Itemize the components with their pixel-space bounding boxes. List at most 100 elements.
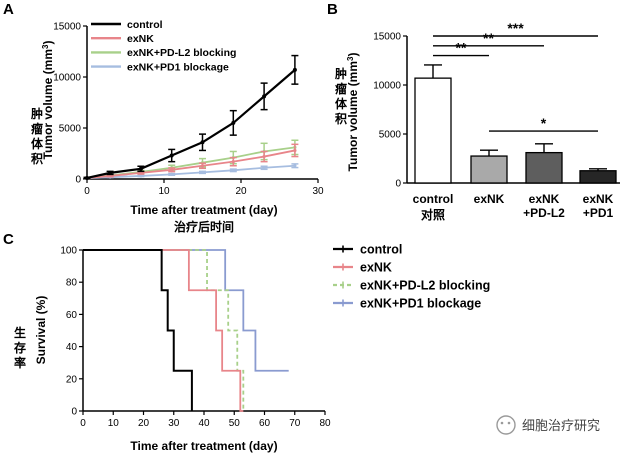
- panel-b-ylabel-main: Tumor volume (mm: [346, 61, 360, 171]
- panel-a: A 肿 瘤 体 积 Tumor volume (mm3) 0 5000 10000 1…: [3, 1, 324, 234]
- panel-c-xtick-label: 80: [319, 418, 331, 429]
- series-control: [83, 54, 299, 180]
- data-point: [200, 140, 205, 145]
- panel-c-x-ticks: 0 10 20 30 40 50 60 70 80: [80, 411, 331, 429]
- wechat-icon-eye-left: [500, 421, 504, 425]
- series-line: [86, 164, 295, 180]
- panel-c-xtick-label: 30: [168, 418, 180, 429]
- panel-c: C 生 存 率 Survival (%) 0 20 40 60 80 100 0 10 20 3…: [3, 231, 490, 453]
- panel-b-bars: [414, 64, 617, 184]
- panel-c-series: [83, 249, 289, 412]
- significance-stars: **: [483, 30, 494, 46]
- panel-a-ylabel-cn-1: 肿: [31, 106, 43, 121]
- panel-a-xlabel-cn: 治疗后时间: [174, 219, 234, 234]
- data-point: [139, 174, 143, 178]
- data-point: [85, 175, 89, 180]
- watermark: 细胞治疗研究: [496, 415, 600, 435]
- panel-a-ylabel-sup: 3: [41, 44, 50, 49]
- panel-c-ytick-label: 40: [66, 342, 78, 353]
- panel-b-label: B: [327, 1, 338, 18]
- panel-c-ylabel-cn-3: 率: [14, 355, 26, 370]
- panel-a-xlabel: Time after treatment (day): [130, 203, 277, 217]
- category-label: control: [413, 192, 454, 206]
- panel-a-ytick-label: 0: [75, 175, 81, 186]
- survival-curve-exnk-pd1-blockage: [83, 249, 289, 372]
- category-label: +PD-L2: [523, 206, 565, 220]
- panel-c-xtick-label: 20: [138, 418, 150, 429]
- panel-a-ylabel: Tumor volume (mm3): [41, 41, 55, 160]
- bar-exnk-pd-l2: [525, 151, 563, 184]
- data-point: [292, 67, 297, 72]
- panel-a-y-ticks: 0 5000 10000 15000: [53, 22, 87, 186]
- significance-stars: *: [541, 115, 547, 131]
- panel-b-ylabel-cn-3: 体: [335, 96, 348, 111]
- panel-c-ylabel-cn-1: 生: [14, 325, 26, 340]
- panel-b-ylabel-cn-4: 积: [335, 111, 347, 126]
- panel-a-xtick-label: 20: [235, 186, 247, 197]
- data-point: [138, 166, 143, 171]
- panel-a-label: A: [3, 1, 14, 18]
- panel-c-xtick-label: 60: [259, 418, 271, 429]
- panel-a-series: [83, 54, 299, 180]
- data-point: [231, 160, 235, 164]
- wechat-icon-eye-right: [507, 421, 511, 425]
- bar-control: [414, 77, 452, 184]
- wechat-icon: [496, 415, 516, 435]
- panel-a-ylabel-cn-4: 积: [31, 151, 43, 166]
- panel-a-ylabel-end: ): [41, 41, 55, 45]
- panel-c-ytick-label: 0: [71, 407, 77, 418]
- panel-b-ylabel-end: ): [346, 53, 360, 57]
- panel-c-xtick-label: 50: [229, 418, 241, 429]
- panel-c-ylabel: Survival (%): [34, 296, 48, 365]
- panel-c-legend: control exNK exNK+PD-L2 blocking exNK+PD1 b…: [333, 243, 490, 311]
- series-line: [86, 69, 296, 180]
- data-point: [200, 170, 205, 174]
- panel-a-xtick-label: 0: [84, 186, 90, 197]
- legend-label: exNK+PD1 blockage: [360, 297, 481, 311]
- data-point: [293, 148, 297, 153]
- panel-a-x-ticks: 0 10 20 30: [84, 179, 324, 197]
- data-point: [170, 172, 174, 177]
- data-point: [170, 168, 174, 172]
- panel-c-xtick-label: 70: [289, 418, 301, 429]
- data-point: [231, 168, 235, 172]
- panel-b-ylabel-sup: 3: [346, 56, 355, 61]
- legend-label: control: [360, 243, 402, 257]
- panel-b-y-ticks: 0 5000 10000 15000: [373, 32, 407, 190]
- data-point: [262, 154, 266, 159]
- data-point: [169, 153, 174, 158]
- panel-c-xtick-label: 0: [80, 418, 86, 429]
- panel-a-ytick-label: 10000: [53, 73, 81, 84]
- panel-c-xtick-label: 10: [108, 418, 120, 429]
- data-point: [231, 120, 236, 125]
- survival-curve-control: [83, 249, 193, 411]
- survival-curve-exnk-pd-l2-blocking: [83, 249, 245, 411]
- panel-c-ytick-label: 20: [66, 374, 78, 385]
- panel-b-significance: ********: [433, 20, 598, 132]
- watermark-text: 细胞治疗研究: [522, 419, 600, 434]
- panel-a-ylabel-cn-2: 瘤: [31, 121, 43, 136]
- panel-b-ytick-label: 5000: [379, 130, 402, 141]
- category-label: exNK: [474, 192, 505, 206]
- data-point: [200, 164, 205, 168]
- panel-c-ytick-label: 60: [66, 310, 78, 321]
- panel-a-ylabel-cn-3: 体: [31, 136, 44, 151]
- panel-b-ylabel-cn-2: 瘤: [335, 81, 347, 96]
- significance-stars: ***: [507, 20, 524, 36]
- legend-label: exNK: [127, 33, 154, 45]
- significance-stars: **: [456, 40, 467, 56]
- category-label: +PD1: [583, 206, 614, 220]
- data-point: [293, 164, 297, 168]
- panel-b-ytick-label: 10000: [373, 81, 401, 92]
- panel-c-xlabel: Time after treatment (day): [130, 439, 277, 453]
- category-label-cn: 对照: [421, 207, 445, 222]
- panel-a-ylabel-main: Tumor volume (mm: [41, 49, 55, 159]
- panel-c-y-ticks: 0 20 40 60 80 100: [60, 246, 83, 418]
- legend-label: control: [127, 19, 163, 31]
- panel-b-ytick-label: 15000: [373, 32, 401, 43]
- data-point: [108, 170, 113, 175]
- panel-c-xtick-label: 40: [198, 418, 210, 429]
